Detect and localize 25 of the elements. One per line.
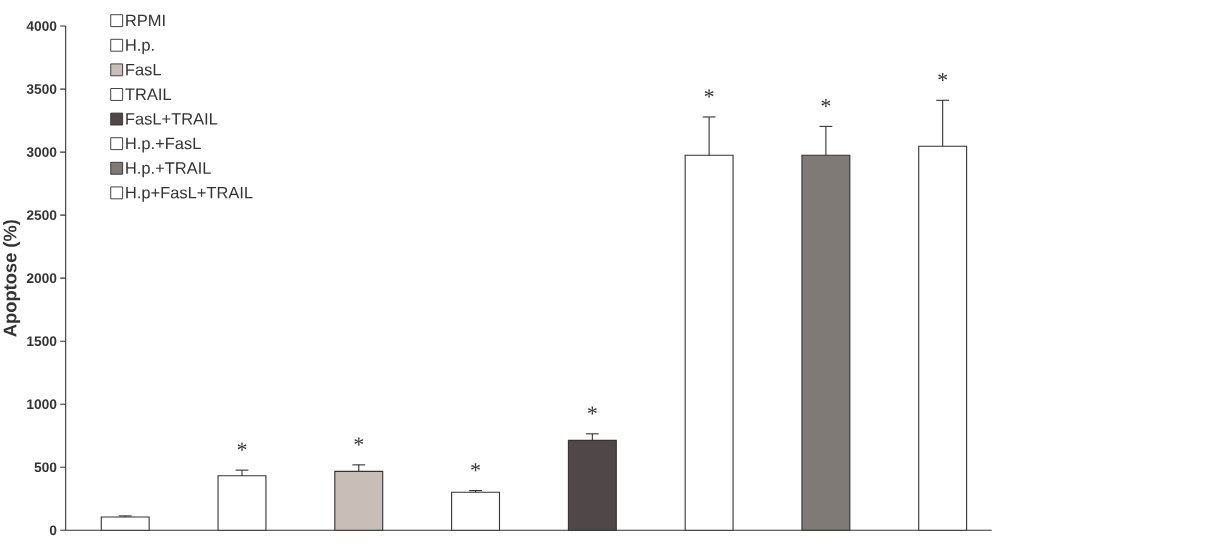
y-tick-label: 4000 — [26, 20, 57, 31]
y-tick-label: 3500 — [26, 84, 57, 94]
data-label: * — [938, 72, 948, 81]
legend-label: RPMI — [126, 14, 165, 26]
data-label: * — [821, 98, 831, 107]
y-tick-label: 1000 — [27, 399, 57, 409]
legend-label: TRAIL — [125, 88, 172, 100]
legend-label: H.p+FasL+TRAIL — [126, 186, 253, 202]
legend-label: H.p.+TRAIL — [126, 162, 211, 177]
y-tick-label: 1500 — [27, 336, 57, 346]
y-tick-label: 2000 — [26, 273, 57, 283]
y-tick-label: 0 — [49, 525, 57, 535]
data-label: * — [471, 462, 480, 472]
y-tick-label: 500 — [34, 462, 57, 472]
legend-label: FasL+TRAIL — [126, 112, 218, 125]
data-label: * — [354, 437, 364, 446]
data-label: * — [587, 406, 597, 415]
legend-label: H.p. — [126, 39, 154, 54]
legend-label: H.p.+FasL — [126, 137, 201, 153]
y-tick-label: 3000 — [26, 147, 57, 157]
data-label: * — [704, 89, 714, 98]
y-tick-label: 2500 — [26, 210, 57, 220]
legend-label: FasL — [126, 63, 161, 76]
y-axis-title: Apoptose (%) — [3, 219, 21, 337]
data-label: * — [237, 442, 247, 451]
